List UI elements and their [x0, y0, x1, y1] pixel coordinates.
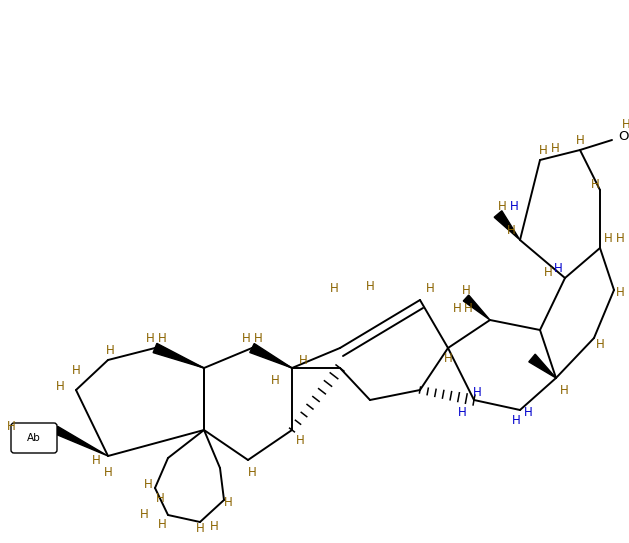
Text: H: H — [106, 344, 114, 357]
Text: H: H — [296, 433, 304, 446]
Polygon shape — [54, 426, 108, 456]
Text: H: H — [511, 414, 520, 426]
Text: H: H — [253, 331, 262, 344]
Text: H: H — [462, 283, 470, 296]
Polygon shape — [494, 211, 520, 240]
Text: H: H — [443, 351, 452, 364]
Text: H: H — [330, 281, 338, 294]
Text: H: H — [104, 465, 113, 478]
Text: H: H — [7, 420, 15, 433]
Text: H: H — [472, 386, 481, 399]
Text: O: O — [618, 129, 628, 142]
Text: H: H — [543, 266, 552, 279]
Text: H: H — [616, 231, 625, 244]
Text: H: H — [365, 280, 374, 293]
Text: H: H — [426, 281, 435, 294]
Text: H: H — [509, 199, 518, 212]
Text: H: H — [270, 374, 279, 387]
Text: H: H — [196, 521, 204, 534]
Text: H: H — [224, 496, 232, 508]
Text: H: H — [155, 491, 164, 504]
Text: H: H — [209, 520, 218, 533]
Text: H: H — [92, 453, 101, 466]
Text: H: H — [596, 338, 604, 351]
Text: H: H — [591, 179, 599, 192]
Text: H: H — [576, 134, 584, 147]
Text: H: H — [604, 231, 613, 244]
FancyBboxPatch shape — [11, 423, 57, 453]
Text: H: H — [72, 363, 81, 376]
Text: H: H — [143, 477, 152, 490]
Text: H: H — [146, 331, 154, 344]
Text: H: H — [464, 301, 472, 314]
Text: H: H — [621, 117, 629, 130]
Text: H: H — [299, 353, 308, 367]
Text: H: H — [140, 508, 148, 521]
Text: H: H — [458, 406, 466, 419]
Polygon shape — [153, 343, 204, 368]
Text: H: H — [554, 262, 562, 275]
Text: H: H — [498, 199, 506, 212]
Text: H: H — [523, 406, 532, 419]
Text: H: H — [506, 224, 515, 237]
Text: H: H — [248, 465, 257, 478]
Text: H: H — [550, 142, 559, 155]
Text: H: H — [616, 286, 625, 299]
Polygon shape — [529, 354, 556, 378]
Text: H: H — [242, 331, 250, 344]
Polygon shape — [464, 295, 490, 320]
Text: H: H — [560, 383, 569, 396]
Text: H: H — [55, 381, 64, 394]
Text: H: H — [538, 143, 547, 156]
Text: H: H — [158, 517, 167, 531]
Polygon shape — [250, 344, 292, 368]
Text: H: H — [453, 301, 462, 314]
Text: Ab: Ab — [27, 433, 41, 443]
Text: H: H — [158, 331, 167, 344]
